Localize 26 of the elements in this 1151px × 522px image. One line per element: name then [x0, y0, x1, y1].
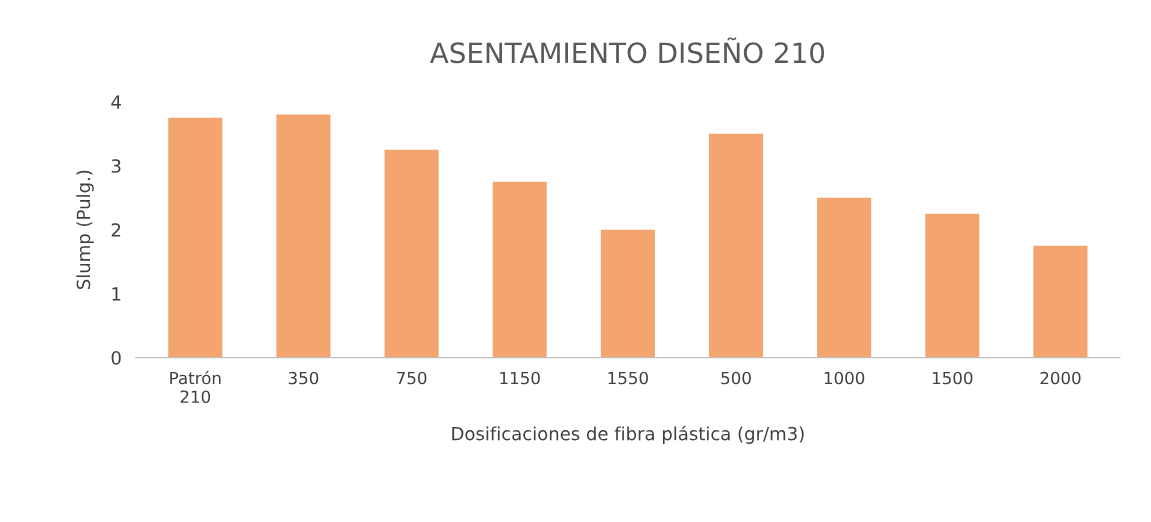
bar [600, 229, 655, 358]
y-axis-title: Slump (Pulg.) [76, 170, 94, 289]
x-tick-label: 1550 [608, 371, 648, 385]
chart-title: ASENTAMIENTO DISEÑO 210 [429, 37, 825, 64]
x-axis-title: Dosificaciones de fibra plástica (gr/m3) [452, 425, 804, 444]
x-tick-label: Patrón 210 [170, 370, 221, 404]
bar [168, 117, 223, 358]
y-tick-label: 1 [112, 287, 121, 301]
x-tick-label: 1150 [500, 371, 540, 385]
x-tick-label: 750 [397, 371, 427, 385]
x-tick-label: 1000 [824, 371, 865, 385]
x-tick-label: 500 [721, 371, 751, 385]
bar [492, 181, 547, 358]
bar [817, 197, 872, 358]
x-tick-label: 1500 [932, 371, 973, 385]
bar [925, 213, 980, 358]
y-tick-label: 0 [111, 351, 121, 365]
bar [1033, 245, 1088, 358]
y-tick-label: 2 [111, 223, 121, 237]
y-tick-label: 4 [111, 95, 121, 109]
bar [276, 114, 331, 358]
x-tick-label: 2000 [1040, 371, 1081, 385]
x-tick-label: 350 [288, 371, 319, 385]
bar [384, 149, 439, 358]
bar [708, 133, 764, 358]
y-tick-label: 3 [111, 159, 121, 173]
